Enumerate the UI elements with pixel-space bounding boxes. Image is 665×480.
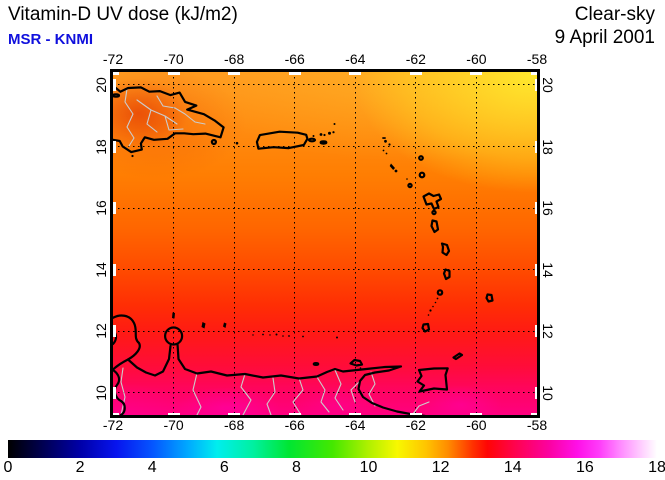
colorbar-tick-label: 8 [291, 459, 301, 476]
tick-notch [113, 325, 116, 338]
gridline-vertical [354, 72, 356, 415]
lat-tick-label-left: 16 [93, 200, 109, 216]
lat-tick-label-right: 18 [540, 138, 556, 155]
colorbar [8, 440, 657, 458]
tick-notch [470, 72, 483, 75]
lat-tick-label-left: 12 [93, 323, 109, 340]
small-islands [131, 123, 442, 369]
lon-tick-label-top: -68 [224, 51, 245, 67]
gridline-vertical [173, 72, 175, 415]
tick-notch [288, 412, 301, 415]
lon-tick-label-bottom: -62 [405, 417, 426, 433]
lon-tick-label-bottom: -72 [102, 417, 124, 433]
gridline-horizontal [113, 84, 537, 86]
tick-notch [113, 263, 116, 276]
lon-tick-label-top: -64 [345, 51, 366, 67]
tick-notch [113, 72, 119, 75]
colorbar-tick-label: 0 [3, 459, 13, 476]
tick-notch [531, 72, 537, 75]
tick-notch [113, 140, 116, 153]
lat-tick-label-left: 14 [93, 261, 109, 278]
colorbar-tick-label: 18 [648, 459, 665, 476]
map-plot-area [113, 72, 537, 415]
tick-notch [167, 412, 180, 415]
tick-notch [470, 412, 483, 415]
colorbar-tick-label: 14 [503, 459, 522, 476]
gridline-horizontal [113, 207, 537, 209]
tick-notch [113, 78, 116, 91]
lat-tick-label-right: 16 [540, 200, 556, 216]
lon-tick-label-bottom: -68 [224, 417, 245, 433]
tick-notch [113, 386, 116, 399]
sky-condition-label: Clear-sky [574, 4, 655, 25]
map-frame [110, 69, 540, 418]
lat-tick-label-left: 10 [93, 385, 109, 401]
tick-notch [409, 412, 422, 415]
lat-tick-label-left: 20 [93, 77, 109, 93]
tick-notch [349, 412, 362, 415]
coastlines-overlay [113, 84, 494, 415]
page-title: Vitamin-D UV dose (kJ/m2) [8, 4, 238, 25]
colorbar-tick-label: 16 [575, 459, 594, 476]
tick-notch [113, 412, 119, 415]
lon-tick-label-bottom: -66 [284, 417, 305, 433]
tick-notch [409, 72, 422, 75]
lon-tick-label-top: -60 [466, 51, 487, 67]
lon-tick-label-top: -58 [526, 51, 548, 67]
lon-tick-label-top: -70 [163, 51, 184, 67]
gridline-vertical [475, 72, 477, 415]
tick-notch [534, 78, 537, 91]
tick-notch [531, 412, 537, 415]
colorbar-tick-label: 12 [431, 459, 450, 476]
gridline-horizontal [113, 269, 537, 271]
lat-tick-label-right: 14 [540, 261, 556, 278]
colorbar-tick-label: 6 [219, 459, 229, 476]
gridline-horizontal [113, 392, 537, 394]
uv-dose-color-field [113, 72, 537, 415]
lon-tick-label-bottom: -58 [526, 417, 548, 433]
date-label: 9 April 2001 [554, 27, 655, 48]
tick-notch [288, 72, 301, 75]
lat-tick-label-left: 18 [93, 138, 109, 155]
lon-tick-label-bottom: -64 [345, 417, 366, 433]
tick-notch [228, 72, 241, 75]
gridline-vertical [233, 72, 235, 415]
tick-notch [228, 412, 241, 415]
tick-notch [534, 202, 537, 215]
colorbar-tick-label: 4 [147, 459, 157, 476]
tick-notch [349, 72, 362, 75]
lon-tick-label-top: -66 [284, 51, 305, 67]
lat-tick-label-right: 12 [540, 323, 556, 340]
gridline-horizontal [113, 330, 537, 332]
gridline-vertical [415, 72, 417, 415]
data-source-label: MSR - KNMI [8, 31, 93, 48]
tick-notch [534, 263, 537, 276]
tick-notch [113, 202, 116, 215]
lat-tick-label-right: 20 [540, 77, 556, 93]
tick-notch [534, 386, 537, 399]
lon-tick-label-bottom: -70 [163, 417, 184, 433]
borders-and-rivers [120, 88, 430, 415]
tick-notch [534, 325, 537, 338]
gridline-vertical [294, 72, 296, 415]
lon-tick-label-top: -72 [102, 51, 124, 67]
gridline-horizontal [113, 146, 537, 147]
tick-notch [534, 140, 537, 153]
lon-tick-label-bottom: -60 [466, 417, 487, 433]
tick-notch [167, 72, 180, 75]
lat-tick-label-right: 10 [540, 385, 556, 401]
colorbar-tick-label: 2 [75, 459, 85, 476]
coastlines [113, 84, 494, 415]
colorbar-tick-label: 10 [359, 459, 378, 476]
lon-tick-label-top: -62 [405, 51, 426, 67]
